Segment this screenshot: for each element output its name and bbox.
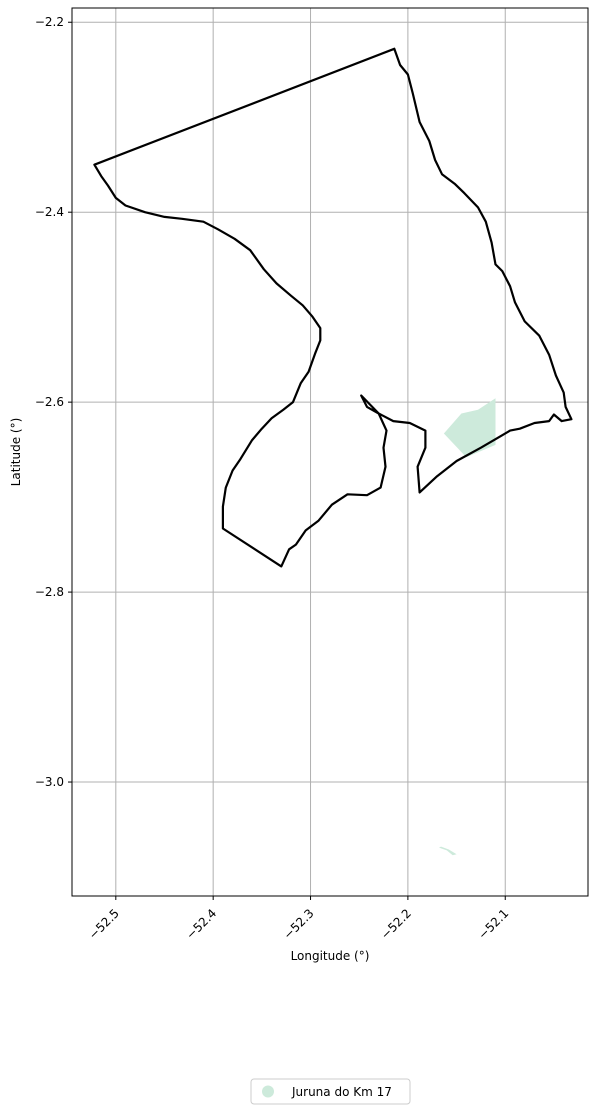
plot-frame (71, 7, 589, 897)
area-layer (439, 398, 496, 856)
y-tick-label-4: −3.0 (35, 775, 64, 789)
y-tick-label-0: −2.2 (35, 15, 64, 29)
legend-marker (262, 1085, 274, 1098)
legend-label: Juruna do Km 17 (291, 1085, 392, 1099)
legend-box (250, 1078, 411, 1105)
y-axis-ticks: −2.2 −2.4 −2.6 −2.8 −3.0 (35, 15, 72, 789)
grid-lines (72, 8, 588, 896)
x-axis-label: Longitude (°) (291, 949, 370, 963)
legend: Juruna do Km 17 (250, 1078, 411, 1105)
y-tick-label-2: −2.6 (35, 395, 64, 409)
area-polygon-0-1 (439, 846, 457, 856)
y-axis-label: Latitude (°) (9, 418, 23, 487)
y-tick-label-1: −2.4 (35, 205, 64, 219)
municipality-boundary (93, 47, 573, 568)
y-tick-label-3: −2.8 (35, 585, 64, 599)
area-polygon-0-0 (443, 398, 496, 458)
boundary-layer (93, 47, 573, 568)
